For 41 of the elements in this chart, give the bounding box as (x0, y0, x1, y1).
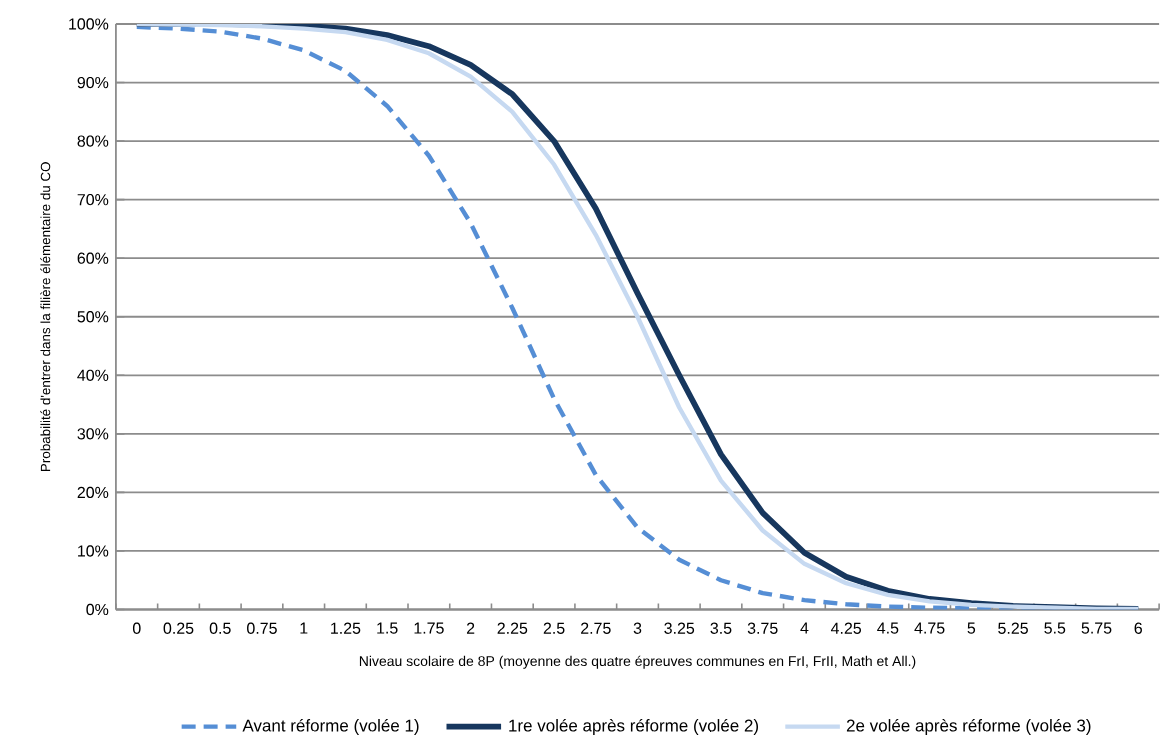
x-tick-label: 1.25 (331, 622, 361, 634)
x-tick-label: 4.25 (830, 622, 862, 634)
x-tick-label: 4.75 (914, 622, 945, 634)
x-axis-title: Niveau scolaire de 8P (moyenne des quatre épreuves communes en FrI, FrII, Math et All.) (359, 655, 916, 669)
y-tick-label: 80% (77, 135, 109, 147)
y-axis-title: Probabilité d'entrer dans la filière élémentaire du CO (40, 161, 51, 471)
legend-label: 2e volée après réforme (volée 3) (846, 718, 1091, 735)
x-tick-label: 0.5 (209, 622, 231, 634)
y-tick-label: 60% (77, 252, 109, 264)
y-tick-label: 10% (78, 545, 109, 557)
x-tick-label: 1 (300, 622, 308, 634)
y-tick-label: 40% (77, 369, 109, 381)
x-tick-label: 0.75 (247, 622, 277, 634)
x-tick-label: 2.75 (581, 622, 611, 634)
x-tick-label: 3 (633, 622, 642, 634)
x-tick-label: 5.75 (1081, 622, 1112, 634)
x-tick-label: 5 (967, 622, 976, 634)
x-tick-label: 1.75 (414, 622, 444, 634)
x-tick-label: 3.25 (664, 622, 695, 634)
y-tick-label: 20% (77, 486, 109, 498)
x-tick-label: 3.5 (710, 622, 732, 634)
x-tick-label: 2 (466, 622, 475, 634)
x-tick-label: 2.5 (543, 622, 565, 634)
x-tick-label: 5.25 (998, 622, 1028, 634)
x-tick-label: 0 (132, 622, 141, 634)
x-tick-label: 2.25 (497, 622, 528, 634)
y-tick-label: 30% (77, 428, 109, 440)
y-tick-label: 90% (77, 76, 109, 88)
y-tick-label: 0% (86, 603, 109, 615)
y-tick-label: 100% (69, 18, 109, 30)
y-tick-label: 50% (77, 310, 109, 323)
legend-label: Avant réforme (volée 1) (242, 718, 419, 735)
x-tick-label: 5.5 (1044, 622, 1066, 634)
x-tick-label: 4.5 (877, 622, 899, 634)
legend-label: 1re volée après réforme (volée 2) (509, 718, 759, 735)
x-tick-label: 0.25 (163, 622, 194, 634)
x-tick-label: 1.5 (377, 622, 398, 634)
x-tick-label: 6 (1134, 622, 1142, 634)
x-tick-label: 4 (800, 622, 809, 634)
y-tick-label: 70% (77, 193, 109, 206)
x-tick-label: 3.75 (747, 622, 778, 634)
